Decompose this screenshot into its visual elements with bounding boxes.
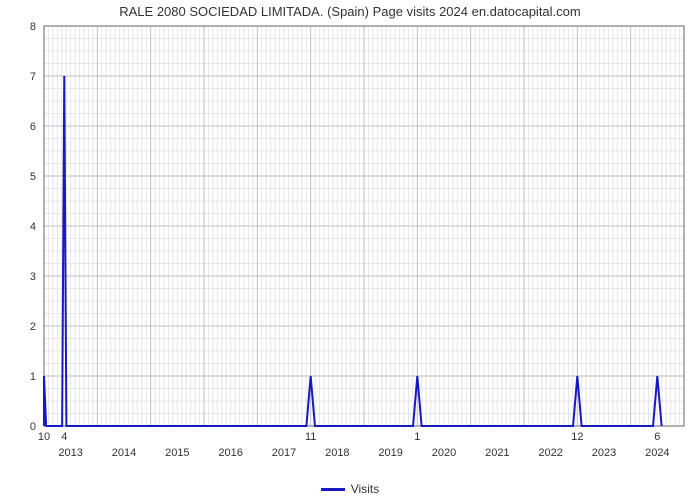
spike-label: 1 — [414, 431, 420, 443]
x-tick-label: 2021 — [485, 447, 509, 459]
x-tick-label: 2024 — [645, 447, 669, 459]
x-tick-label: 2022 — [538, 447, 562, 459]
y-tick-label: 2 — [30, 321, 36, 333]
y-tick-label: 8 — [30, 21, 36, 33]
x-tick-label: 2020 — [432, 447, 456, 459]
spike-label: 11 — [305, 431, 316, 443]
x-tick-label: 2014 — [112, 447, 136, 459]
legend-label-visits: Visits — [351, 482, 379, 496]
spike-label: 10 — [38, 431, 50, 443]
spike-label: 4 — [61, 431, 67, 443]
legend-swatch-visits — [321, 488, 345, 491]
x-tick-label: 2013 — [58, 447, 82, 459]
x-tick-label: 2023 — [592, 447, 616, 459]
spike-label: 12 — [571, 431, 583, 443]
x-tick-label: 2016 — [218, 447, 242, 459]
x-tick-label: 2018 — [325, 447, 349, 459]
y-tick-label: 3 — [30, 271, 36, 283]
chart-legend: Visits — [0, 482, 700, 496]
x-tick-label: 2015 — [165, 447, 189, 459]
visits-line-chart: 0123456782013201420152016201720182019202… — [0, 0, 696, 466]
spike-label: 6 — [654, 431, 660, 443]
x-tick-label: 2019 — [378, 447, 402, 459]
y-tick-label: 5 — [30, 171, 36, 183]
y-tick-label: 0 — [30, 421, 36, 433]
y-tick-label: 1 — [30, 371, 36, 383]
x-tick-label: 2017 — [272, 447, 296, 459]
y-tick-label: 7 — [30, 71, 36, 83]
y-tick-label: 6 — [30, 121, 36, 133]
y-tick-label: 4 — [30, 221, 36, 233]
